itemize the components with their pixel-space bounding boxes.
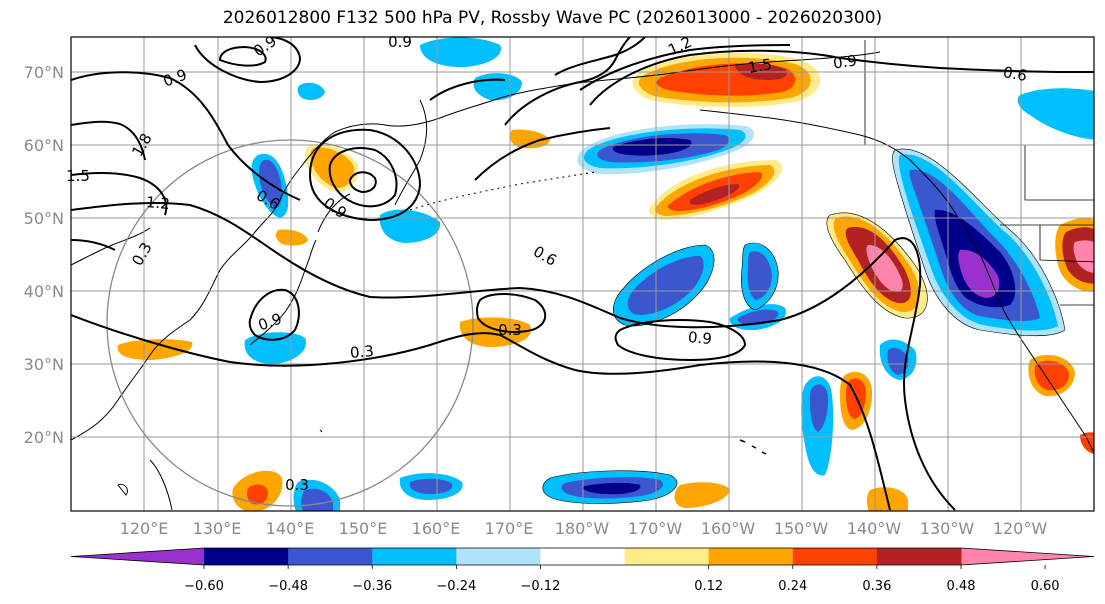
contour-label: 0.3 [498,321,522,339]
colorbar-tick-label: −0.60 [184,579,224,594]
lon-label: 180°W [555,519,610,538]
colorbar-tick-label: 0.48 [947,579,976,594]
contour-label: 1.5 [747,55,774,77]
lat-label: 70°N [24,63,64,82]
lat-label: 60°N [24,136,64,155]
contour-label: 0.9 [388,33,412,51]
lon-label: 120°W [993,519,1048,538]
colorbar-swatch [624,548,710,565]
contour-label: 1.5 [66,167,90,185]
colorbar-tick-label: 0.24 [778,579,807,594]
colorbar-tick-label: −0.36 [352,579,392,594]
contour-label: 0.9 [832,51,858,72]
lon-label: 130°W [920,519,975,538]
latitude-labels: 70°N 60°N 50°N 40°N 30°N 20°N [24,63,64,447]
contour-label: 0.9 [687,328,712,348]
gridlines [71,37,1094,511]
colorbar-swatch [792,548,878,565]
colorbar-tick-label: 0.12 [694,579,723,594]
contour-label: 0.3 [349,342,374,362]
pv-contours [71,37,1094,511]
lat-label: 30°N [24,355,64,374]
lat-label: 40°N [24,282,64,301]
colorbar-swatch [876,548,962,565]
contour-label: 0.3 [285,476,309,494]
map-layers [71,37,1094,511]
colorbar-tick-label: −0.12 [521,579,561,594]
lon-label: 140°E [266,519,315,538]
map-title: 2026012800 F132 500 hPa PV, Rossby Wave … [222,8,883,28]
lon-label: 140°W [847,519,902,538]
lon-label: 170°W [628,519,683,538]
colorbar-swatch [540,548,626,565]
grey-circle [106,139,474,507]
colorbar-swatch [288,548,373,565]
lon-label: 150°W [774,519,829,538]
colorbar-tick-label: −0.48 [268,579,308,594]
colorbar-swatch [456,548,541,565]
pv-anomaly-fills [117,37,1094,511]
lat-label: 20°N [24,428,64,447]
map-frame [70,36,1095,512]
lon-label: 160°E [412,519,461,538]
contour-label: 1.2 [145,193,170,213]
lon-label: 170°E [485,519,534,538]
colorbar-extend-min [71,548,204,565]
contour-label: 0.6 [1002,63,1029,85]
lon-label: 120°E [120,519,169,538]
colorbar-swatch [372,548,457,565]
longitude-labels: 120°E 130°E 140°E 150°E 160°E 170°E 180°W 170°W… [120,519,1048,538]
colorbar-tick-label: 0.36 [862,579,891,594]
colorbar-tick-label: 0.60 [1031,579,1060,594]
lon-label: 160°W [701,519,756,538]
colorbar-swatch [204,548,289,565]
colorbar-extend-max [961,548,1094,565]
colorbar: −0.60 −0.48 −0.36 −0.24 −0.12 0.12 0.24 0.36 0.4… [70,547,1095,594]
lat-label: 50°N [24,209,64,228]
colorbar-swatch [708,548,794,565]
lon-label: 130°E [193,519,242,538]
colorbar-tick-label: −0.24 [436,579,476,594]
lon-label: 150°E [339,519,388,538]
fill-outlines [542,148,1066,504]
